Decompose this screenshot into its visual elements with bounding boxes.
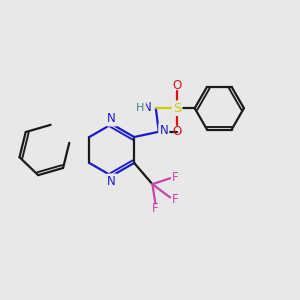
- Text: N: N: [107, 175, 116, 188]
- Text: S: S: [173, 102, 181, 115]
- Text: F: F: [152, 202, 158, 215]
- Text: O: O: [172, 125, 182, 138]
- Text: F: F: [172, 193, 178, 206]
- Text: H: H: [136, 103, 145, 112]
- Text: N: N: [143, 101, 152, 114]
- Text: N: N: [159, 124, 168, 137]
- Text: O: O: [172, 79, 182, 92]
- Text: N: N: [107, 112, 116, 125]
- Text: F: F: [172, 171, 178, 184]
